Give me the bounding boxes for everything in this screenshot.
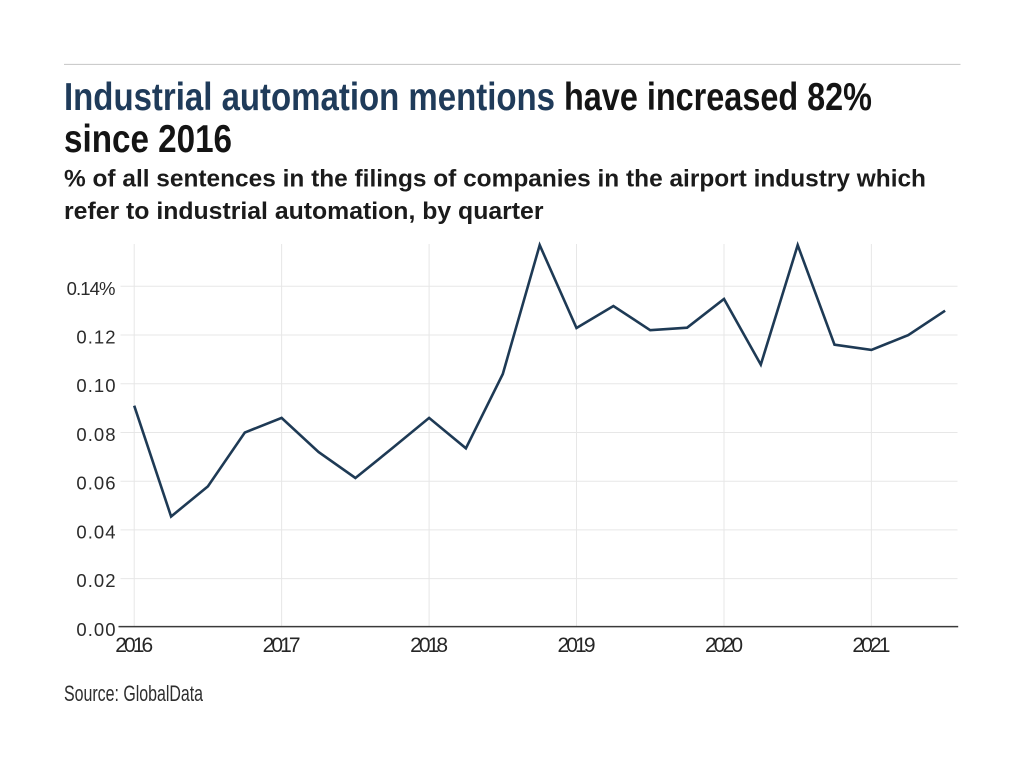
svg-text:% of all sentences in the fili: % of all sentences in the filings of com… xyxy=(64,166,926,193)
svg-text:0.14%: 0.14% xyxy=(67,278,116,299)
svg-text:since 2016: since 2016 xyxy=(64,118,232,161)
svg-text:0.06: 0.06 xyxy=(76,473,115,494)
svg-text:0.02: 0.02 xyxy=(76,570,115,591)
svg-text:0.04: 0.04 xyxy=(76,521,115,542)
svg-text:0.12: 0.12 xyxy=(76,327,115,348)
svg-text:0.08: 0.08 xyxy=(76,424,115,445)
svg-text:have increased 82%: have increased 82% xyxy=(564,76,872,119)
svg-text:2018: 2018 xyxy=(410,634,448,657)
svg-text:0.10: 0.10 xyxy=(76,375,115,396)
svg-text:2016: 2016 xyxy=(115,634,153,657)
svg-text:refer to industrial automation: refer to industrial automation, by quart… xyxy=(64,198,544,225)
svg-text:Industrial automation mentions: Industrial automation mentions xyxy=(64,76,555,119)
svg-text:Source: GlobalData: Source: GlobalData xyxy=(64,681,204,706)
svg-text:2019: 2019 xyxy=(558,634,596,657)
svg-text:2017: 2017 xyxy=(263,634,301,657)
svg-text:2020: 2020 xyxy=(705,634,743,657)
svg-text:0.00: 0.00 xyxy=(76,619,115,640)
svg-text:2021: 2021 xyxy=(852,634,890,657)
